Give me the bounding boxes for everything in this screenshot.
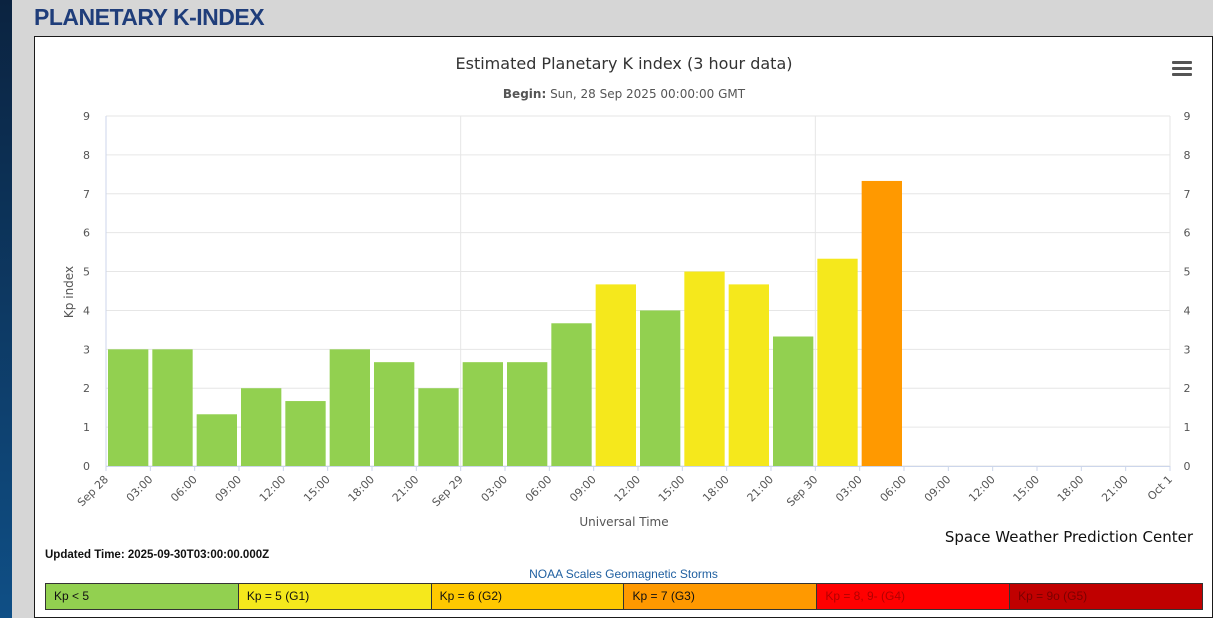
subtitle-value: Sun, 28 Sep 2025 00:00:00 GMT (546, 87, 746, 101)
x-tick-label: 09:00 (922, 473, 954, 505)
y-tick-label-left: 0 (83, 460, 90, 473)
chart-subtitle: Begin: Sun, 28 Sep 2025 00:00:00 GMT (503, 87, 746, 101)
y-tick-label-left: 2 (83, 382, 90, 395)
kp-bar[interactable] (108, 349, 149, 466)
noaa-scales-link[interactable]: NOAA Scales Geomagnetic Storms (529, 567, 718, 581)
kp-bar[interactable] (285, 401, 326, 466)
y-tick-label-left: 1 (83, 421, 90, 434)
y-tick-label-right: 8 (1184, 149, 1191, 162)
x-tick-label: 12:00 (257, 473, 289, 505)
y-tick-label-right: 7 (1184, 188, 1191, 201)
x-tick-label: 15:00 (1011, 473, 1043, 505)
x-tick-label: 09:00 (567, 473, 599, 505)
y-tick-label-left: 5 (83, 266, 90, 279)
x-tick-label: 21:00 (390, 473, 422, 505)
y-axis-label: Kp index (62, 266, 76, 318)
kp-bar[interactable] (374, 362, 415, 466)
updated-time: Updated Time: 2025-09-30T03:00:00.000Z (45, 549, 270, 561)
subtitle-label: Begin: (503, 87, 546, 101)
kp-bar[interactable] (773, 336, 814, 467)
legend-item: Kp = 5 (G1) (238, 584, 432, 609)
kp-index-chart: Estimated Planetary K index (3 hour data… (62, 54, 1191, 527)
x-tick-label: 06:00 (523, 473, 555, 505)
legend-item: Kp = 6 (G2) (431, 584, 625, 609)
legend-item: Kp = 9o (G5) (1010, 584, 1202, 609)
x-tick-label: 03:00 (479, 473, 511, 505)
kp-bar[interactable] (241, 388, 282, 466)
x-tick-label: 18:00 (346, 473, 378, 505)
y-tick-label-right: 2 (1184, 382, 1191, 395)
page-background: PLANETARY K-INDEX Estimated Planetary K … (12, 0, 1213, 618)
chart-panel: Estimated Planetary K index (3 hour data… (34, 36, 1213, 618)
chart-credit: Space Weather Prediction Center (944, 528, 1193, 546)
legend-item: Kp = 8, 9- (G4) (817, 584, 1011, 609)
y-tick-label-right: 9 (1184, 110, 1191, 123)
kp-bar[interactable] (507, 362, 548, 466)
kp-bar[interactable] (684, 271, 725, 466)
y-tick-label-left: 4 (83, 304, 90, 317)
x-tick-label: 03:00 (124, 473, 156, 505)
x-tick-label: 06:00 (168, 473, 200, 505)
kp-bar[interactable] (418, 388, 459, 466)
grid-lines (105, 115, 1171, 467)
x-tick-label: 15:00 (656, 473, 688, 505)
x-tick-label: 12:00 (966, 473, 998, 505)
y-tick-label-left: 7 (83, 188, 90, 201)
x-tick-label: 18:00 (700, 473, 732, 505)
kp-bar[interactable] (861, 180, 902, 466)
x-tick-label: Oct 1 (1145, 473, 1175, 503)
bars-group (108, 180, 902, 467)
legend-item: Kp < 5 (46, 584, 239, 609)
y-tick-label-left: 6 (83, 227, 90, 240)
kp-bar[interactable] (551, 323, 592, 466)
x-axis-ticks: Sep 28 03:00 06:00 09:00 12:00 15:00 18:00 21:0… (75, 466, 1175, 509)
kp-bar[interactable] (728, 284, 769, 466)
page-title: PLANETARY K-INDEX (34, 4, 265, 30)
chart-menu-icon[interactable] (1172, 61, 1192, 77)
y-tick-label-right: 5 (1184, 266, 1191, 279)
x-tick-label: Sep 28 (75, 473, 111, 509)
y-tick-label-right: 1 (1184, 421, 1191, 434)
kp-bar[interactable] (462, 362, 503, 466)
y-tick-label-left: 3 (83, 343, 90, 356)
x-tick-label: 21:00 (1099, 473, 1131, 505)
y-tick-label-right: 6 (1184, 227, 1191, 240)
window-left-edge (0, 0, 12, 618)
x-tick-label: 15:00 (301, 473, 333, 505)
x-axis-label: Universal Time (579, 515, 668, 527)
x-tick-label: 21:00 (745, 473, 777, 505)
kp-bar[interactable] (595, 284, 636, 466)
kp-bar[interactable] (152, 349, 193, 466)
kp-bar[interactable] (329, 349, 370, 466)
storm-scale-legend: Kp < 5 Kp = 5 (G1) Kp = 6 (G2) Kp = 7 (G3) K… (45, 583, 1203, 610)
kp-bar[interactable] (817, 258, 858, 466)
x-tick-label: 03:00 (833, 473, 865, 505)
x-tick-label: Sep 29 (430, 473, 466, 509)
y-tick-label-left: 8 (83, 149, 90, 162)
legend-item: Kp = 7 (G3) (624, 584, 818, 609)
y-axis-ticks: 0 0 1 1 2 2 3 3 4 4 5 5 6 6 7 7 8 8 9 9 (83, 110, 1191, 473)
y-tick-label-right: 4 (1184, 304, 1191, 317)
y-tick-label-left: 9 (83, 110, 90, 123)
kp-bar[interactable] (640, 310, 681, 466)
x-tick-label: 09:00 (213, 473, 245, 505)
y-tick-label-right: 0 (1184, 460, 1191, 473)
y-tick-label-right: 3 (1184, 343, 1191, 356)
x-tick-label: 06:00 (878, 473, 910, 505)
kp-bar[interactable] (196, 414, 237, 466)
x-tick-label: 12:00 (612, 473, 644, 505)
x-tick-label: 18:00 (1055, 473, 1087, 505)
x-tick-label: Sep 30 (784, 473, 820, 509)
chart-title: Estimated Planetary K index (3 hour data… (456, 54, 793, 73)
